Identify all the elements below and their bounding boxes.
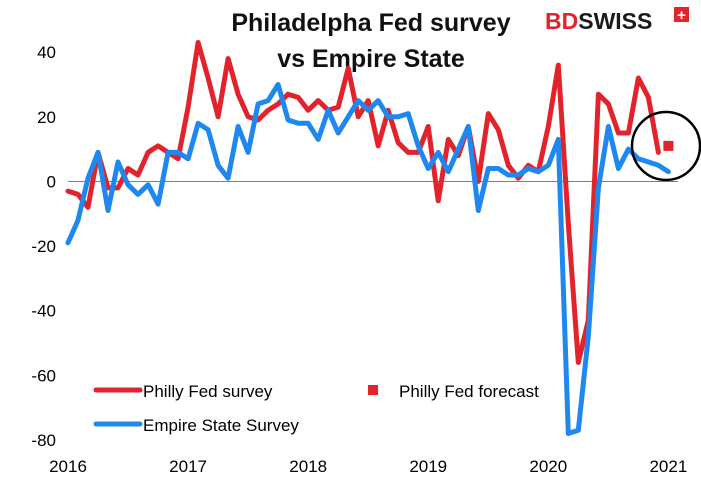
legend-label-empire-state-survey: Empire State Survey [143,416,299,435]
x-tick-label: 2019 [409,457,447,476]
legend: Philly Fed survey Philly Fed forecast Em… [93,382,539,435]
logo-swiss-text: SWISS [578,8,652,34]
chart-title-line1: Philadelpha Fed survey [231,9,510,37]
brand-logo: BDSWISS + [545,7,689,34]
chart-title-line2: vs Empire State [277,45,465,73]
series-marker-philly-fed-forecast [663,140,674,151]
logo-bd-text: BD [545,8,578,34]
highlight-circle [630,110,701,182]
x-tick-label: 2021 [649,457,687,476]
svg-text:BDSWISS: BDSWISS [545,8,652,34]
series-line-empire-state-survey [65,82,671,436]
legend-label-philly-fed-survey: Philly Fed survey [143,382,273,401]
y-tick-label: -60 [31,366,56,385]
y-tick-label: -40 [31,302,56,321]
legend-label-philly-fed-forecast: Philly Fed forecast [399,382,539,401]
y-axis: 40 20 0 -20 -40 -60 -80 [31,43,56,450]
y-tick-label: 20 [37,108,56,127]
y-tick-label: 0 [47,172,56,191]
x-axis: 2016 2017 2018 2019 2020 2021 [49,457,687,476]
y-tick-label: -20 [31,237,56,256]
y-tick-label: -80 [31,431,56,450]
swiss-cross-icon: + [677,7,686,24]
series-layer [65,40,674,436]
swiss-flag-icon [674,7,689,22]
x-tick-label: 2016 [49,457,87,476]
x-tick-label: 2018 [289,457,327,476]
x-tick-label: 2020 [529,457,567,476]
x-tick-label: 2017 [169,457,207,476]
y-tick-label: 40 [37,43,56,62]
legend-swatch-philly-fed-forecast [368,385,378,395]
